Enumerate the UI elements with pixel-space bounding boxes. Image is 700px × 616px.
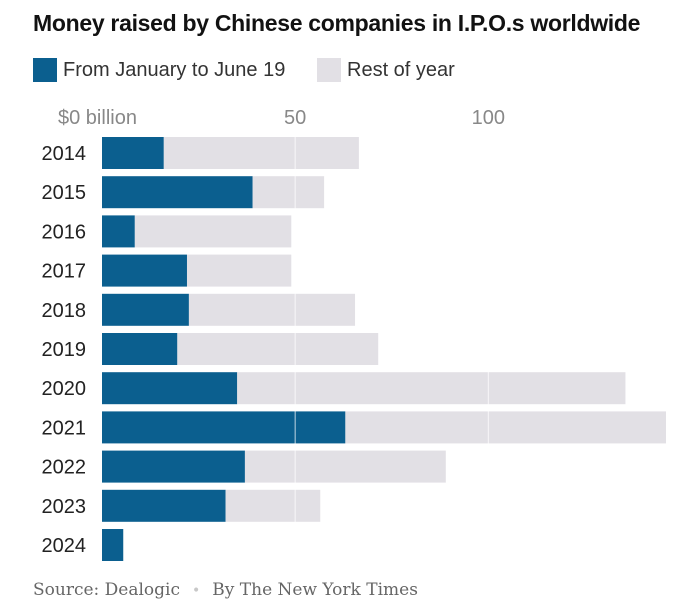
bar-rest-of-year-2021 <box>345 411 666 444</box>
bar-first-half-2023 <box>102 489 226 522</box>
x-tick-label-100: 100 <box>472 107 505 129</box>
bar-first-half-2015 <box>102 176 253 209</box>
year-label-2023: 2023 <box>42 496 87 518</box>
bar-first-half-2019 <box>102 333 178 365</box>
year-label-2020: 2020 <box>42 378 87 400</box>
bar-first-half-2017 <box>102 254 187 287</box>
year-label-2018: 2018 <box>42 300 87 322</box>
year-label-2021: 2021 <box>42 417 87 439</box>
bar-first-half-2014 <box>102 137 164 169</box>
bar-rest-of-year-2023 <box>225 489 321 522</box>
separator-dot: • <box>192 583 201 599</box>
bar-rest-of-year-2017 <box>186 254 292 287</box>
bar-first-half-2022 <box>102 450 245 483</box>
year-label-2015: 2015 <box>42 182 87 204</box>
bar-rest-of-year-2016 <box>134 215 292 248</box>
source-line: Source: Dealogic • By The New York Times <box>33 580 418 600</box>
year-label-2022: 2022 <box>42 457 87 479</box>
legend-swatch-rest-of-year <box>317 58 341 82</box>
x-tick-label-50: 50 <box>284 107 306 129</box>
legend-label-rest-of-year: Rest of year <box>347 59 455 81</box>
bar-rest-of-year-2014 <box>163 137 359 169</box>
legend-label-first-half: From January to June 19 <box>63 59 286 81</box>
bar-first-half-2016 <box>102 215 135 248</box>
bar-first-half-2020 <box>102 372 238 405</box>
bar-rest-of-year-2020 <box>237 372 626 405</box>
legend-swatch-first-half <box>33 58 57 82</box>
bar-rest-of-year-2015 <box>252 176 325 209</box>
credit-text: By The New York Times <box>212 580 418 600</box>
year-label-2017: 2017 <box>42 261 87 283</box>
bar-first-half-2018 <box>102 293 189 326</box>
year-label-2014: 2014 <box>42 143 87 165</box>
chart-title: Money raised by Chinese companies in I.P… <box>33 10 641 36</box>
x-tick-label-0: $0 billion <box>58 107 137 129</box>
source-text: Source: Dealogic <box>33 580 181 600</box>
bar-rest-of-year-2022 <box>244 450 446 483</box>
year-label-2024: 2024 <box>42 535 87 557</box>
bar-first-half-2021 <box>102 411 346 444</box>
bar-rest-of-year-2019 <box>177 333 379 365</box>
year-label-2016: 2016 <box>42 221 87 243</box>
bar-rest-of-year-2018 <box>188 293 356 326</box>
bar-first-half-2024 <box>102 529 124 561</box>
year-label-2019: 2019 <box>42 339 87 361</box>
